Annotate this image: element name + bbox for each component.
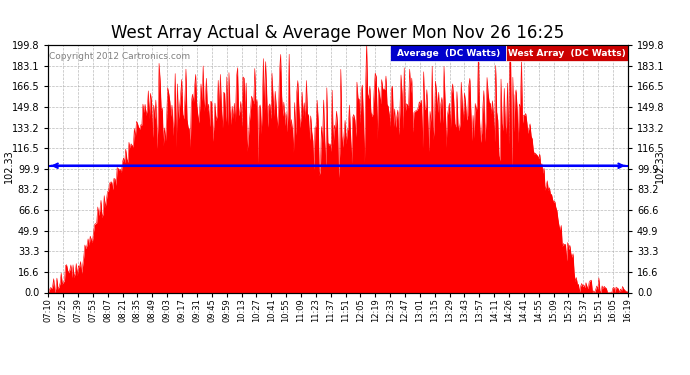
Text: West Array  (DC Watts): West Array (DC Watts) — [508, 48, 626, 57]
Text: 102.33: 102.33 — [4, 149, 14, 183]
Text: Average  (DC Watts): Average (DC Watts) — [397, 48, 500, 57]
Text: 102.33: 102.33 — [655, 149, 664, 183]
Bar — [391, 45, 506, 61]
Bar — [506, 45, 628, 61]
Text: Copyright 2012 Cartronics.com: Copyright 2012 Cartronics.com — [50, 53, 190, 62]
Title: West Array Actual & Average Power Mon Nov 26 16:25: West Array Actual & Average Power Mon No… — [112, 24, 564, 42]
